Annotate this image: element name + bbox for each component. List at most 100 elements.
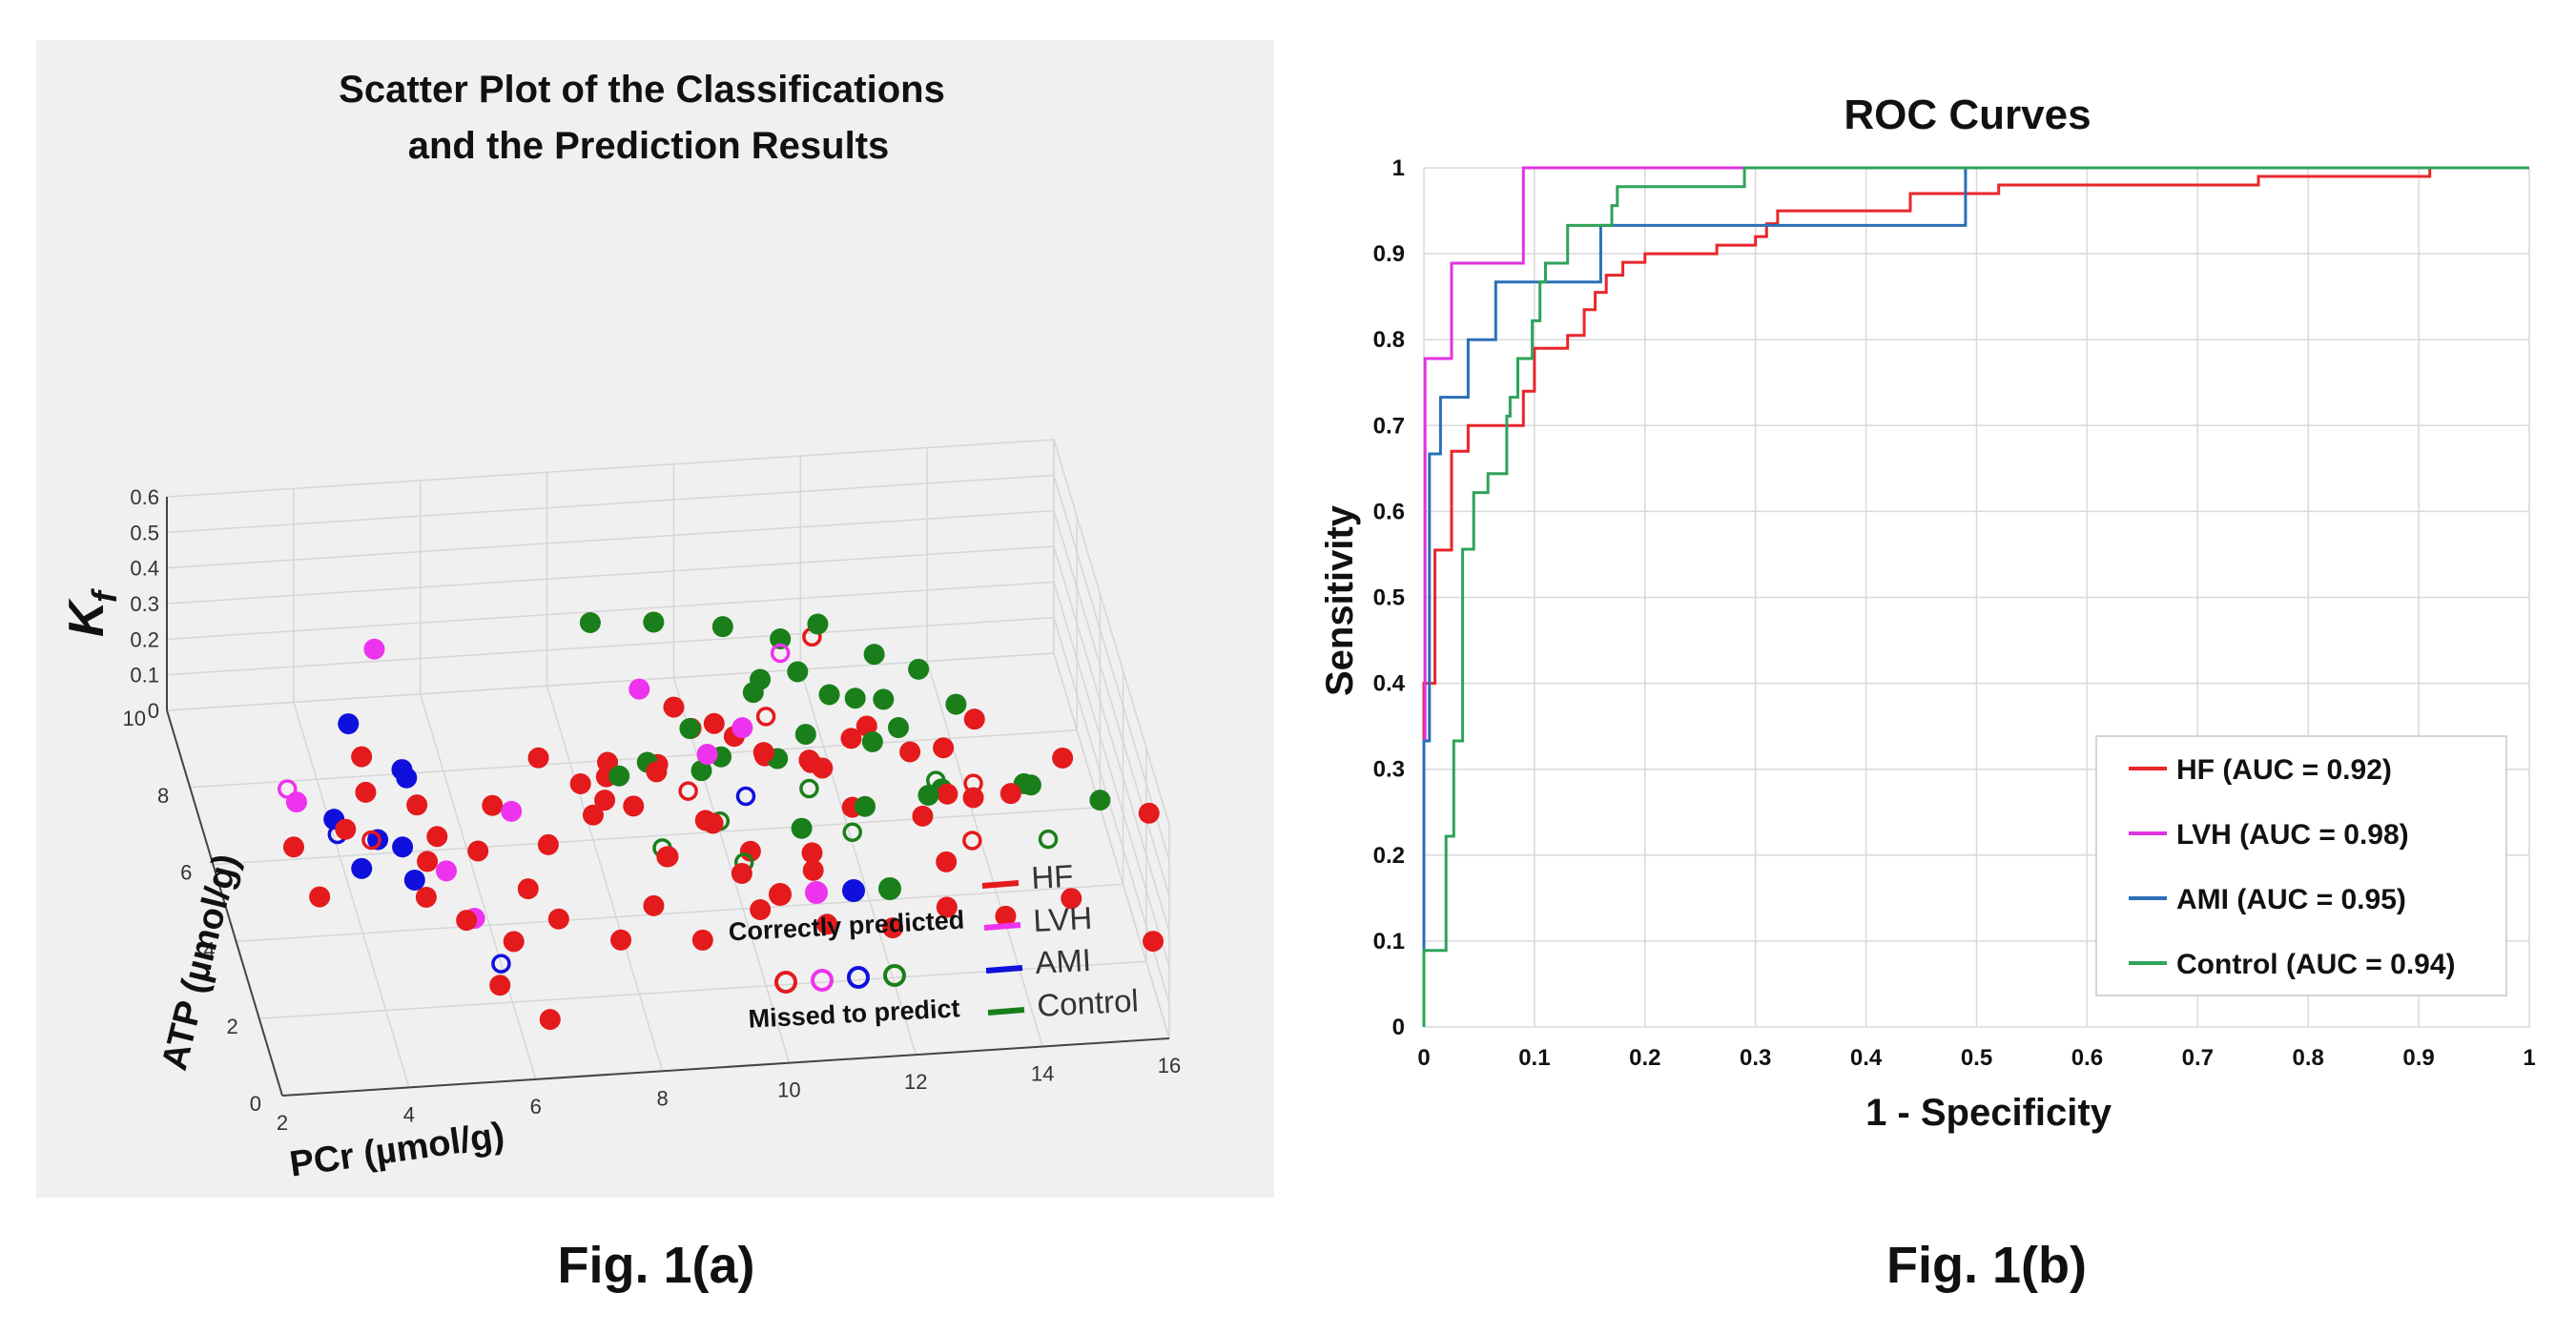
grid-back-z [166, 439, 1055, 498]
roc-y-tick-label: 0.9 [1373, 241, 1405, 267]
roc-curve-lvh [1422, 166, 2529, 1027]
point-hf-correct [694, 810, 716, 831]
z-tick-label: 0.3 [130, 592, 159, 616]
point-hf-correct [282, 836, 304, 858]
point-ami-missed [735, 786, 756, 807]
point-control-correct [679, 718, 701, 740]
y-tick-label: 0 [250, 1092, 261, 1116]
point-control-correct [742, 682, 764, 704]
y-tick-label: 10 [123, 707, 146, 730]
point-hf-missed [361, 830, 381, 851]
z-tick-label: 0.4 [130, 557, 159, 581]
x-tick-label: 16 [1158, 1054, 1181, 1077]
legend-correct-marker-hf [769, 883, 792, 906]
roc-legend-label-hf: HF (AUC = 0.92) [2176, 754, 2392, 786]
axes-3d [166, 497, 1170, 1097]
point-hf-correct [739, 840, 761, 862]
point-control-correct [791, 817, 813, 839]
legend-line-hf [981, 880, 1020, 889]
z-tick-label: 0.6 [130, 485, 159, 509]
x-tick-label: 4 [403, 1102, 415, 1126]
point-hf-correct [503, 931, 525, 953]
point-hf-correct [417, 851, 439, 872]
grid-floor-x [799, 668, 917, 1056]
z-tick-label: 0.1 [130, 664, 159, 688]
point-hf-correct [527, 747, 549, 769]
point-control-correct [888, 717, 910, 739]
legend-correct-marker-ami [842, 879, 865, 902]
legend-line-ami [985, 965, 1023, 974]
roc-y-tick-label: 0 [1392, 1015, 1405, 1040]
point-lvh-missed [770, 643, 791, 664]
legend-label-hf: HF [1030, 858, 1074, 895]
roc-y-tick-label: 0.3 [1373, 757, 1405, 783]
point-hf-correct [467, 840, 489, 862]
point-hf-correct [963, 708, 985, 730]
legend-label-lvh: LVH [1032, 900, 1093, 938]
legend-line-control [987, 1007, 1025, 1016]
scatter-points [278, 611, 1164, 1031]
chart-b-legend-box [2095, 735, 2507, 996]
roc-curve-hf [1422, 166, 2529, 1027]
z-tick-label: 0.5 [130, 521, 159, 544]
point-hf-correct [691, 929, 713, 951]
z-tick-label: 0 [148, 699, 159, 723]
point-control-correct [579, 612, 601, 634]
roc-x-tick-label: 0.7 [2182, 1045, 2214, 1071]
grid-side-z [1053, 439, 1170, 826]
grid-back-z [166, 652, 1055, 711]
roc-legend-label-ami: AMI (AUC = 0.95) [2176, 884, 2406, 915]
chart-a-title-line2: and the Prediction Results [408, 125, 890, 167]
point-hf-missed [962, 831, 982, 851]
grid-side-z [1053, 510, 1170, 896]
grid-back-z [166, 616, 1055, 676]
roc-y-tick-label: 0.6 [1373, 499, 1405, 524]
roc-x-tick-label: 1 [2523, 1045, 2535, 1071]
point-hf-correct [610, 929, 632, 951]
point-hf-correct [899, 741, 921, 763]
point-hf-correct [1052, 747, 1074, 769]
point-hf-correct [456, 910, 478, 932]
grid-floor-y [236, 883, 1123, 943]
point-control-correct [770, 628, 792, 650]
roc-y-tick-label: 0.2 [1373, 843, 1405, 869]
point-hf-correct [840, 728, 862, 749]
grid-floor-y [213, 806, 1101, 866]
y-tick-label: 4 [203, 937, 215, 961]
grid-floor-x [926, 661, 1043, 1047]
legend-missed-marker-hf [774, 971, 797, 994]
point-hf-correct [517, 878, 539, 900]
grid-back-z [166, 474, 1055, 534]
point-hf-correct [351, 746, 373, 768]
point-ami-correct [392, 836, 414, 858]
point-hf-missed [755, 707, 776, 727]
roc-x-tick-label: 0.1 [1518, 1045, 1550, 1071]
point-control-correct [844, 688, 866, 709]
point-lvh-correct [501, 800, 523, 822]
roc-y-tick-label: 0.4 [1373, 671, 1406, 697]
point-ami-correct [338, 713, 360, 735]
chart-b-xlabel: 1 - Specificity [1865, 1092, 2112, 1134]
point-hf-correct [489, 975, 511, 996]
point-hf-correct [995, 905, 1017, 927]
y-tick-label: 6 [180, 861, 192, 885]
point-hf-correct [801, 842, 823, 864]
point-hf-correct [936, 896, 958, 918]
point-hf-correct [936, 851, 958, 872]
roc-lines [1422, 166, 2529, 1027]
point-lvh-correct [363, 638, 385, 660]
point-control-correct [945, 693, 967, 715]
point-hf-correct [582, 804, 604, 826]
roc-y-tick-label: 0.8 [1373, 327, 1405, 353]
point-hf-correct [482, 794, 504, 816]
point-ami-correct [351, 857, 373, 879]
point-hf-correct [623, 795, 645, 817]
point-control-correct [794, 724, 816, 746]
caption-b: Fig. 1(b) [1886, 1237, 2087, 1294]
roc-y-tick-label: 0.1 [1373, 929, 1405, 954]
legend-missed-marker-lvh [811, 969, 834, 992]
point-hf-correct [802, 859, 824, 881]
point-hf-correct [937, 783, 958, 805]
